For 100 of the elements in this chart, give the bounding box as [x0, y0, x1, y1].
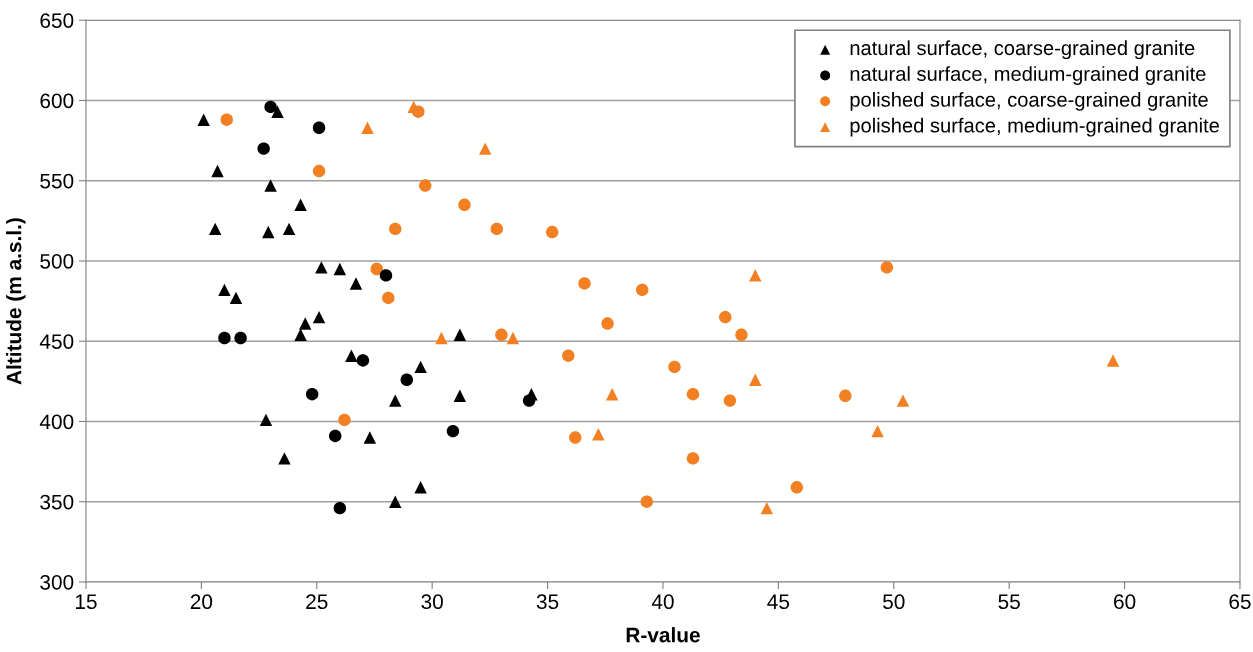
point: [229, 291, 243, 305]
point: [294, 198, 307, 211]
point: [686, 452, 700, 465]
point: [458, 198, 471, 211]
y-tick-label: 450: [39, 334, 74, 349]
point: [545, 225, 559, 239]
point: [723, 394, 737, 407]
point: [389, 394, 402, 407]
point: [208, 222, 222, 236]
point: [218, 331, 231, 345]
point: [264, 179, 277, 192]
x-tick-label: 50: [883, 594, 905, 610]
point: [453, 328, 467, 342]
x-tick-label: 20: [190, 594, 213, 610]
point: [686, 387, 700, 401]
y-tick-label: 300: [40, 574, 74, 590]
point: [278, 452, 291, 465]
point: [312, 164, 326, 178]
point: [569, 431, 582, 444]
point: [333, 501, 347, 515]
point: [282, 222, 296, 236]
point: [329, 429, 342, 443]
point: [218, 283, 231, 297]
point: [414, 360, 427, 374]
x-axis-title: R-value: [626, 627, 700, 643]
point: [479, 142, 492, 155]
point: [197, 113, 210, 126]
point: [271, 105, 284, 118]
x-tick-label: 40: [651, 594, 674, 610]
legend-label: natural surface, medium-grained granite: [850, 66, 1206, 85]
legend-label: polished surface, medium-grained granite: [850, 117, 1219, 137]
point: [446, 424, 460, 438]
point: [635, 283, 649, 297]
point: [356, 354, 370, 367]
point: [506, 331, 520, 345]
x-tick-label: 45: [767, 594, 790, 610]
point: [735, 328, 748, 342]
point: [592, 428, 605, 441]
x-tick-label: 35: [536, 594, 559, 610]
point: [382, 291, 395, 305]
point: [305, 387, 319, 401]
point: [379, 269, 393, 282]
y-tick-label: 550: [40, 173, 74, 189]
point: [562, 349, 575, 362]
x-tick-label: 55: [998, 594, 1020, 610]
point: [338, 413, 351, 427]
point: [312, 310, 326, 324]
point: [896, 394, 910, 407]
point: [389, 495, 402, 508]
point: [601, 317, 614, 330]
point: [412, 105, 425, 118]
point: [453, 389, 467, 402]
point: [259, 413, 273, 427]
x-tick-label: 65: [1229, 594, 1251, 610]
point: [294, 328, 307, 342]
y-axis-title: Altitude (m a.s.l.): [6, 218, 26, 385]
x-tick-label: 15: [75, 594, 97, 610]
point: [345, 349, 358, 362]
point: [490, 222, 503, 236]
point: [790, 481, 804, 494]
y-tick-label: 600: [40, 93, 74, 109]
point: [605, 387, 619, 401]
point: [370, 262, 383, 276]
point: [333, 262, 347, 276]
point: [361, 121, 374, 134]
point: [220, 113, 233, 126]
point: [389, 222, 402, 236]
point: [312, 121, 326, 134]
point: [363, 431, 377, 444]
point: [749, 373, 762, 386]
point: [299, 317, 312, 330]
point: [234, 331, 247, 345]
y-tick-label: 350: [40, 494, 74, 510]
point: [871, 424, 884, 438]
point: [749, 269, 762, 282]
legend-label: natural surface, coarse-grained granite: [850, 40, 1195, 60]
point: [640, 495, 654, 508]
point: [257, 142, 270, 155]
point: [414, 481, 427, 494]
point: [419, 179, 432, 192]
point: [264, 100, 277, 114]
y-tick-label: 650: [40, 13, 74, 28]
x-tick-label: 30: [421, 594, 443, 610]
point: [211, 164, 224, 178]
point: [578, 277, 591, 290]
point: [262, 225, 275, 239]
point: [760, 501, 774, 515]
x-tick-label: 60: [1114, 594, 1136, 610]
y-tick-label: 400: [39, 414, 74, 430]
point: [495, 328, 508, 342]
point: [839, 389, 852, 402]
point: [349, 277, 363, 290]
legend-label: polished surface, coarse-grained granite: [850, 91, 1208, 111]
point: [719, 310, 732, 324]
point: [315, 261, 328, 274]
y-tick-label: 500: [40, 253, 74, 269]
point: [435, 331, 448, 345]
point: [400, 373, 413, 386]
point: [880, 261, 894, 274]
x-tick-label: 25: [306, 594, 328, 610]
